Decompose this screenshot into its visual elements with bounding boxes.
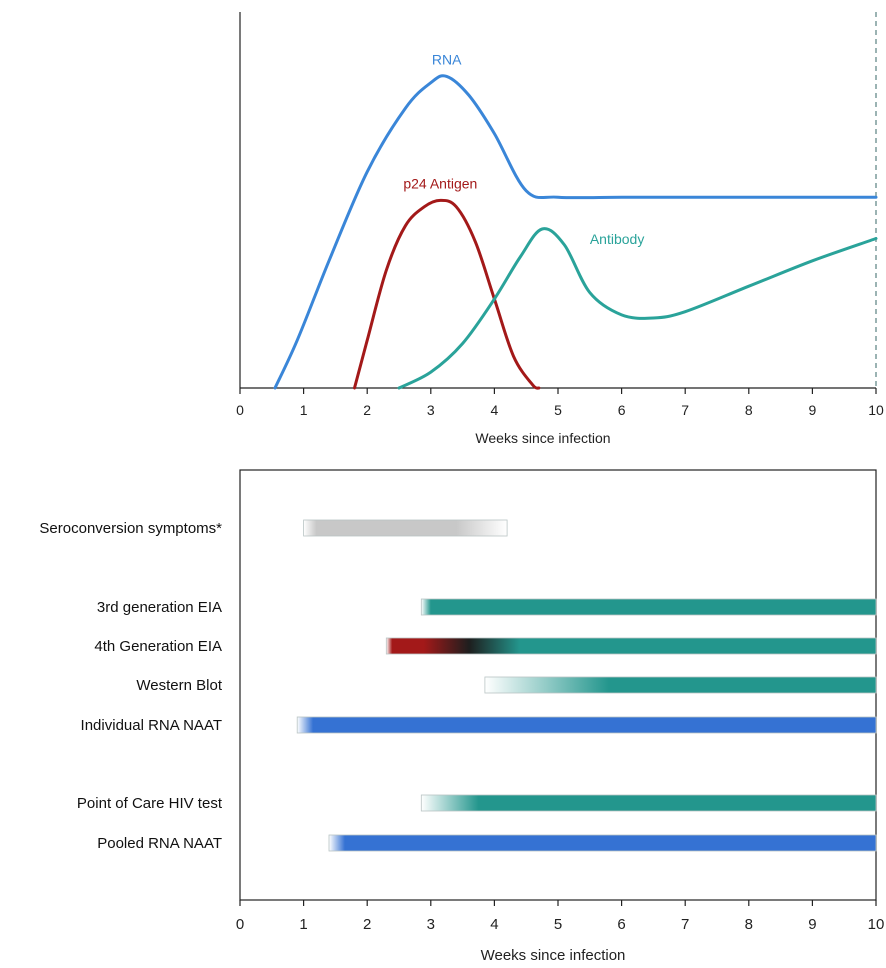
top-x-axis-label: Weeks since infection <box>475 430 610 446</box>
bar-pooled-rna-naat <box>328 834 877 852</box>
category-label-3rd-generation-eia: 3rd generation EIA <box>97 599 222 616</box>
top-tick-label: 3 <box>427 402 435 418</box>
category-label-seroconversion-symptoms: Seroconversion symptoms* <box>39 520 222 537</box>
top-tick-label: 0 <box>236 402 244 418</box>
top-tick-label: 1 <box>300 402 308 418</box>
bottom-tick-label: 2 <box>363 916 371 933</box>
p24-antigen-line <box>353 198 541 390</box>
bottom-x-ticks: 0 1 2 3 4 5 6 7 8 9 10 <box>236 900 885 933</box>
category-label-pooled-rna-naat: Pooled RNA NAAT <box>97 835 222 852</box>
bar-western-blot <box>484 676 877 694</box>
bottom-tick-label: 1 <box>299 916 307 933</box>
rna-line <box>273 74 878 390</box>
top-tick-label: 5 <box>554 402 562 418</box>
p24-antigen-series-label: p24 Antigen <box>403 175 477 191</box>
bottom-tick-label: 6 <box>617 916 625 933</box>
bottom-x-axis-label: Weeks since infection <box>481 947 626 964</box>
marker-levels-chart: 0 1 2 3 4 5 6 7 8 9 10 RNA p24 Antigen Antibody Week… <box>236 12 884 446</box>
bottom-tick-label: 4 <box>490 916 498 933</box>
antibody-line <box>397 227 878 390</box>
bottom-tick-label: 9 <box>808 916 816 933</box>
top-tick-label: 6 <box>618 402 626 418</box>
top-tick-label: 9 <box>809 402 817 418</box>
bottom-category-labels: Seroconversion symptoms* 3rd generation E… <box>39 520 222 852</box>
bottom-tick-label: 7 <box>681 916 689 933</box>
category-label-point-of-care-hiv-test: Point of Care HIV test <box>77 795 223 812</box>
bar-3rd-generation-eia <box>420 598 877 616</box>
rna-series-label: RNA <box>432 51 462 67</box>
top-tick-label: 2 <box>363 402 371 418</box>
bar-individual-rna-naat <box>296 716 877 734</box>
top-tick-label: 10 <box>868 402 884 418</box>
top-tick-label: 8 <box>745 402 753 418</box>
bottom-bars <box>296 519 877 852</box>
bottom-tick-label: 0 <box>236 916 244 933</box>
top-tick-label: 4 <box>491 402 499 418</box>
bar-point-of-care-hiv-test <box>420 794 877 812</box>
category-label-western-blot: Western Blot <box>136 677 222 694</box>
bottom-tick-label: 3 <box>427 916 435 933</box>
top-x-ticks: 0 1 2 3 4 5 6 7 8 9 10 <box>236 388 884 418</box>
bottom-tick-label: 10 <box>868 916 885 933</box>
bottom-tick-label: 8 <box>745 916 753 933</box>
antibody-series-label: Antibody <box>590 231 644 247</box>
top-tick-label: 7 <box>681 402 689 418</box>
test-detection-chart: Seroconversion symptoms* 3rd generation E… <box>39 469 885 964</box>
category-label-4th-generation-eia: 4th Generation EIA <box>94 638 222 655</box>
category-label-individual-rna-naat: Individual RNA NAAT <box>81 717 222 734</box>
bar-4th-generation-eia <box>385 637 877 655</box>
bottom-tick-label: 5 <box>554 916 562 933</box>
top-series-lines: RNA p24 Antigen Antibody <box>273 51 878 390</box>
bar-seroconversion-symptoms <box>303 519 508 537</box>
